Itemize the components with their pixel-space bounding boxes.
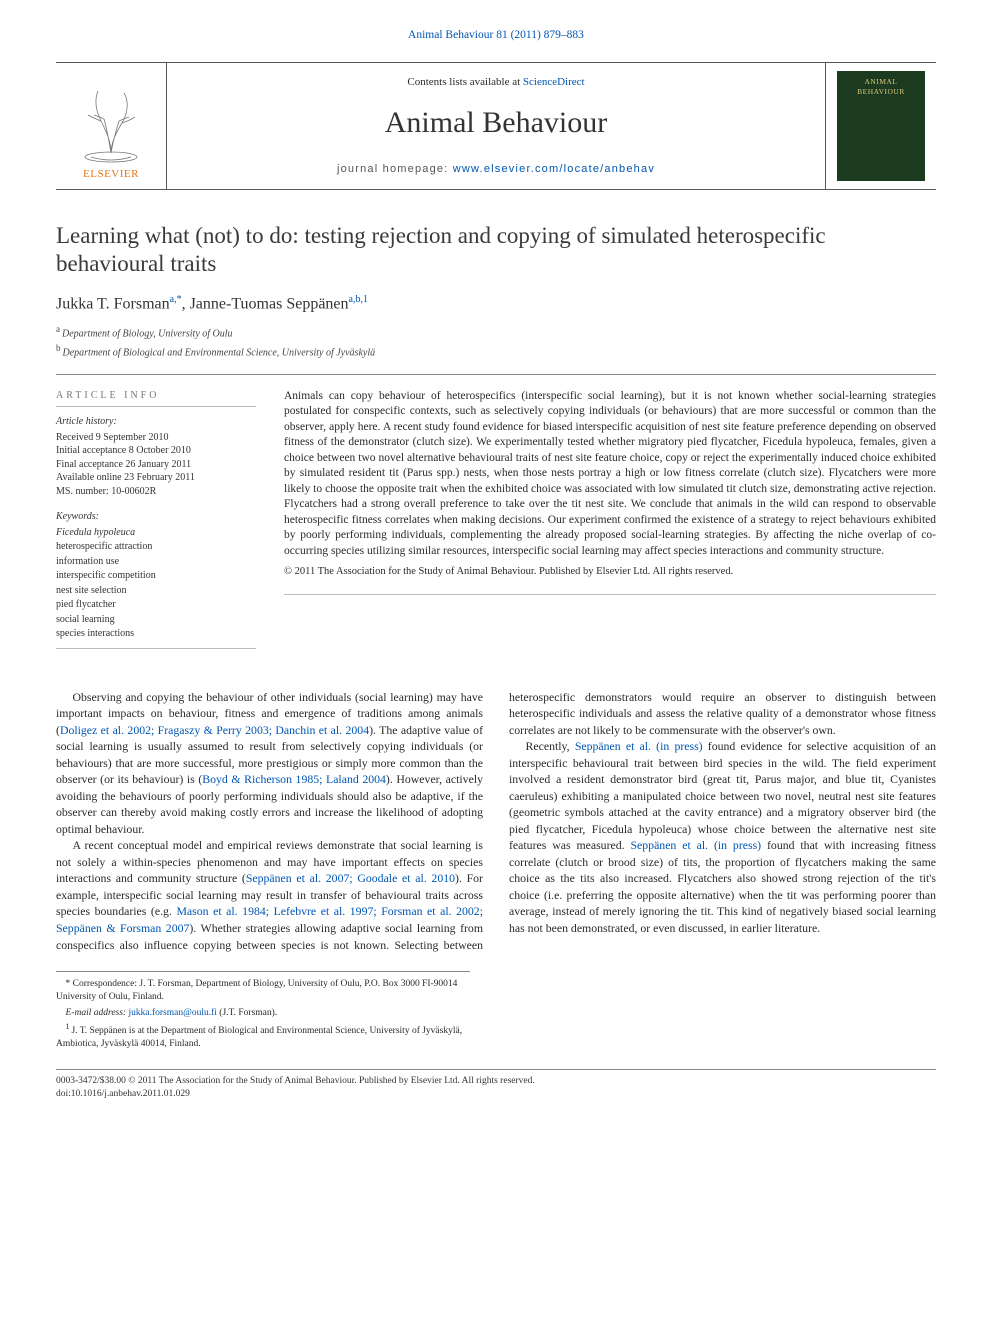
email-link[interactable]: jukka.forsman@oulu.fi [128, 1008, 216, 1018]
article-body: Observing and copying the behaviour of o… [56, 689, 936, 953]
author-note-1: 1 J. T. Seppänen is at the Department of… [56, 1022, 470, 1051]
masthead: ELSEVIER Contents lists available at Sci… [56, 62, 936, 190]
keywords-block: Keywords: Ficedula hypoleuca heterospeci… [56, 510, 256, 649]
affiliation-b: Department of Biological and Environment… [63, 347, 376, 358]
author-2-affil-marks: a,b,1 [349, 294, 368, 305]
article-info-heading: ARTICLE INFO [56, 389, 256, 408]
citation-link[interactable]: Boyd & Richerson 1985; Laland 2004 [202, 772, 386, 786]
abstract-text: Animals can copy behaviour of heterospec… [284, 389, 936, 560]
author-1-affil-marks: a,* [170, 294, 182, 305]
top-citation[interactable]: Animal Behaviour 81 (2011) 879–883 [56, 28, 936, 44]
publisher-logo-cell: ELSEVIER [56, 63, 166, 189]
article-title: Learning what (not) to do: testing rejec… [56, 222, 936, 280]
journal-homepage: journal homepage: www.elsevier.com/locat… [337, 162, 655, 177]
journal-homepage-link[interactable]: www.elsevier.com/locate/anbehav [453, 163, 655, 175]
body-paragraph-3: Recently, Seppänen et al. (in press) fou… [509, 738, 936, 936]
citation-link[interactable]: Seppänen et al. 2007; Goodale et al. 201… [246, 871, 455, 885]
masthead-center: Contents lists available at ScienceDirec… [166, 63, 826, 189]
author-2[interactable]: Janne-Tuomas Seppänen [190, 296, 349, 313]
article-info-panel: ARTICLE INFO Article history: Received 9… [56, 389, 256, 661]
affiliations: aDepartment of Biology, University of Ou… [56, 323, 936, 360]
body-paragraph-1: Observing and copying the behaviour of o… [56, 689, 483, 838]
issn-copyright-line: 0003-3472/$38.00 © 2011 The Association … [56, 1075, 936, 1088]
email-footnote: E-mail address: jukka.forsman@oulu.fi (J… [56, 1007, 470, 1020]
journal-name: Animal Behaviour [385, 103, 607, 144]
contents-available: Contents lists available at ScienceDirec… [407, 75, 584, 90]
author-1[interactable]: Jukka T. Forsman [56, 296, 170, 313]
sciencedirect-link[interactable]: ScienceDirect [523, 76, 585, 88]
affiliation-a: Department of Biology, University of Oul… [62, 328, 233, 339]
publisher-logo-text: ELSEVIER [83, 168, 139, 180]
article-history: Article history: Received 9 September 20… [56, 415, 256, 498]
correspondence-footnote: * Correspondence: J. T. Forsman, Departm… [56, 978, 470, 1004]
elsevier-tree-logo[interactable]: ELSEVIER [66, 71, 156, 181]
footnotes: * Correspondence: J. T. Forsman, Departm… [56, 971, 470, 1051]
citation-link[interactable]: Seppänen et al. (in press) [630, 838, 761, 852]
abstract-copyright: © 2011 The Association for the Study of … [284, 565, 936, 579]
citation-link[interactable]: Seppänen et al. (in press) [575, 739, 703, 753]
page-footer: 0003-3472/$38.00 © 2011 The Association … [56, 1069, 936, 1101]
abstract: Animals can copy behaviour of heterospec… [284, 389, 936, 661]
doi-line: doi:10.1016/j.anbehav.2011.01.029 [56, 1088, 936, 1101]
journal-cover-thumbnail[interactable] [837, 71, 925, 181]
citation-link[interactable]: Doligez et al. 2002; Fragaszy & Perry 20… [60, 723, 369, 737]
cover-thumb-cell [826, 63, 936, 189]
authors-line: Jukka T. Forsmana,*, Janne-Tuomas Seppän… [56, 293, 936, 315]
